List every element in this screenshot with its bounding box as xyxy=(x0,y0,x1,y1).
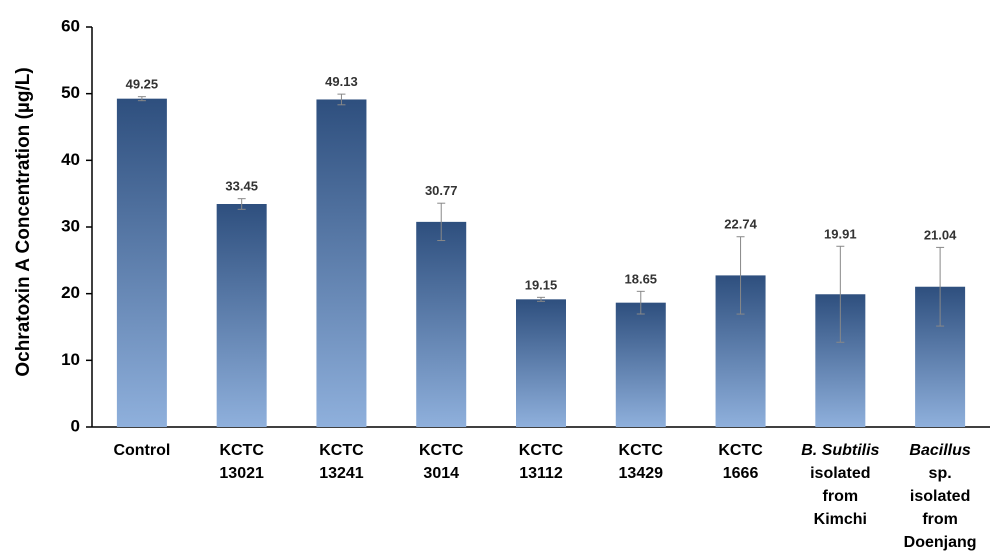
bar xyxy=(316,99,367,427)
category-label: from xyxy=(922,511,958,528)
category-label: 13021 xyxy=(219,465,264,482)
category-label: KCTC xyxy=(519,442,564,459)
category-label: sp. xyxy=(929,465,952,482)
y-tick-label: 50 xyxy=(61,83,80,102)
y-tick-label: 0 xyxy=(71,416,80,435)
category-label: isolated xyxy=(910,488,970,505)
category-label: Bacillus xyxy=(909,442,970,459)
bar xyxy=(216,204,267,427)
category-label: Doenjang xyxy=(904,534,977,551)
category-label: KCTC xyxy=(219,442,264,459)
category-label: B. Subtilis xyxy=(801,442,879,459)
category-label: KCTC xyxy=(419,442,464,459)
category-label: 1666 xyxy=(723,465,759,482)
data-label: 33.45 xyxy=(225,179,258,194)
y-tick-label: 60 xyxy=(61,16,80,35)
category-label: from xyxy=(823,488,859,505)
y-tick-label: 20 xyxy=(61,283,80,302)
data-label: 19.15 xyxy=(525,277,558,292)
category-label: 13241 xyxy=(319,465,364,482)
category-label: 13112 xyxy=(519,465,563,482)
y-tick-label: 10 xyxy=(61,350,80,369)
category-label: isolated xyxy=(810,465,870,482)
data-label: 19.91 xyxy=(824,226,857,241)
data-label: 49.13 xyxy=(325,74,358,89)
category-label: 3014 xyxy=(423,465,459,482)
data-label: 18.65 xyxy=(625,271,658,286)
bar xyxy=(615,302,666,427)
category-label: Kimchi xyxy=(814,511,867,528)
bar xyxy=(116,98,167,428)
data-label: 21.04 xyxy=(924,227,957,242)
category-label: 13429 xyxy=(619,465,664,482)
category-label: KCTC xyxy=(319,442,364,459)
bar xyxy=(516,299,566,427)
data-label: 22.74 xyxy=(724,217,757,232)
y-tick-label: 30 xyxy=(61,216,80,235)
category-label: KCTC xyxy=(619,442,664,459)
category-label: Control xyxy=(113,442,170,459)
data-label: 30.77 xyxy=(425,183,458,198)
y-tick-label: 40 xyxy=(61,150,80,169)
bar xyxy=(416,221,467,427)
category-label: KCTC xyxy=(718,442,763,459)
y-axis-title: Ochratoxin A Concentration (µg/L) xyxy=(13,67,34,376)
data-label: 49.25 xyxy=(126,77,159,92)
plot-area: 0 10 20 30 40 50 60 49.25 Control 33.45 KCTC 13021 4… xyxy=(61,16,990,551)
